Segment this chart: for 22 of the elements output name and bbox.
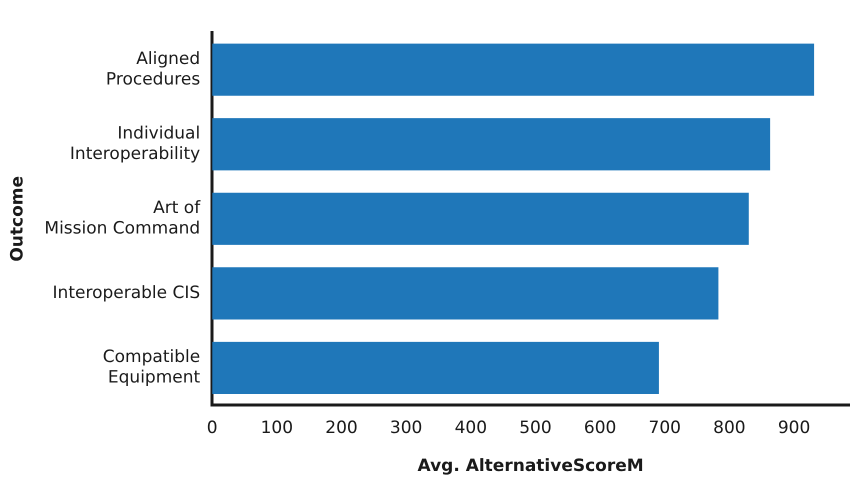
x-axis-title: Avg. AlternativeScoreM (418, 456, 644, 476)
x-tick-label: 0 (206, 418, 218, 438)
bar (212, 342, 659, 394)
bar (212, 118, 770, 170)
x-tick-label: 700 (648, 418, 681, 438)
x-tick-label: 800 (713, 418, 746, 438)
bar (212, 267, 718, 320)
x-tick-label: 200 (325, 418, 358, 438)
x-tick-label: 400 (454, 418, 488, 438)
y-tick-label: Aligned Procedures (106, 48, 200, 90)
bar (212, 44, 814, 96)
x-tick-label: 600 (584, 418, 616, 438)
x-tick-label: 100 (260, 418, 294, 438)
y-tick-label: Art of Mission Command (44, 198, 202, 238)
bar (212, 192, 749, 245)
x-tick-label: 900 (778, 418, 810, 438)
y-tick-label: Interoperable CIS (52, 282, 200, 303)
y-tick-label: Compatible Equipment (102, 347, 201, 388)
y-tick-label: Individual Interoperability (70, 123, 200, 164)
y-axis-title: Outcome (8, 176, 28, 262)
x-tick-label: 500 (519, 418, 552, 438)
x-tick-label: 300 (390, 418, 422, 438)
